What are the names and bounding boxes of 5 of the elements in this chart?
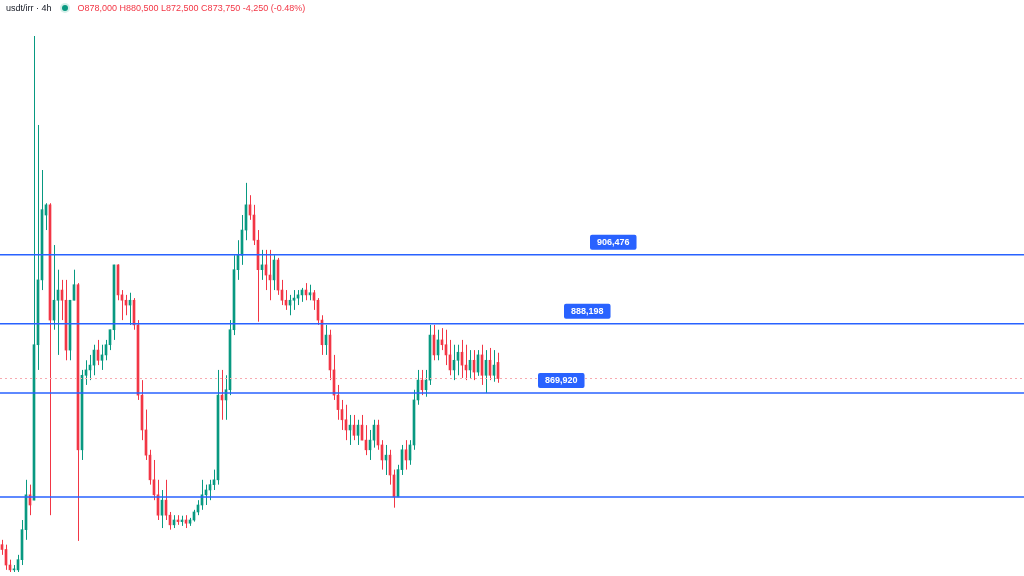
chart-title: usdt/irr · 4h	[6, 3, 52, 13]
text: 869,920	[544, 375, 578, 386]
text: 906,476	[596, 237, 630, 248]
chart-subtitle: O878,000 H880,500 L872,500 C873,750 -4,250 (-0.48%)	[77, 3, 306, 13]
text: 888,198	[570, 306, 604, 317]
